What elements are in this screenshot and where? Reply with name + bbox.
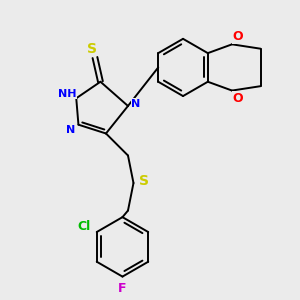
- Text: N: N: [131, 99, 140, 109]
- Text: O: O: [232, 92, 243, 105]
- Text: N: N: [66, 125, 75, 135]
- Text: S: S: [140, 174, 149, 188]
- Text: O: O: [232, 30, 243, 43]
- Text: Cl: Cl: [77, 220, 90, 233]
- Text: NH: NH: [58, 89, 77, 99]
- Text: S: S: [87, 42, 97, 56]
- Text: F: F: [118, 282, 127, 295]
